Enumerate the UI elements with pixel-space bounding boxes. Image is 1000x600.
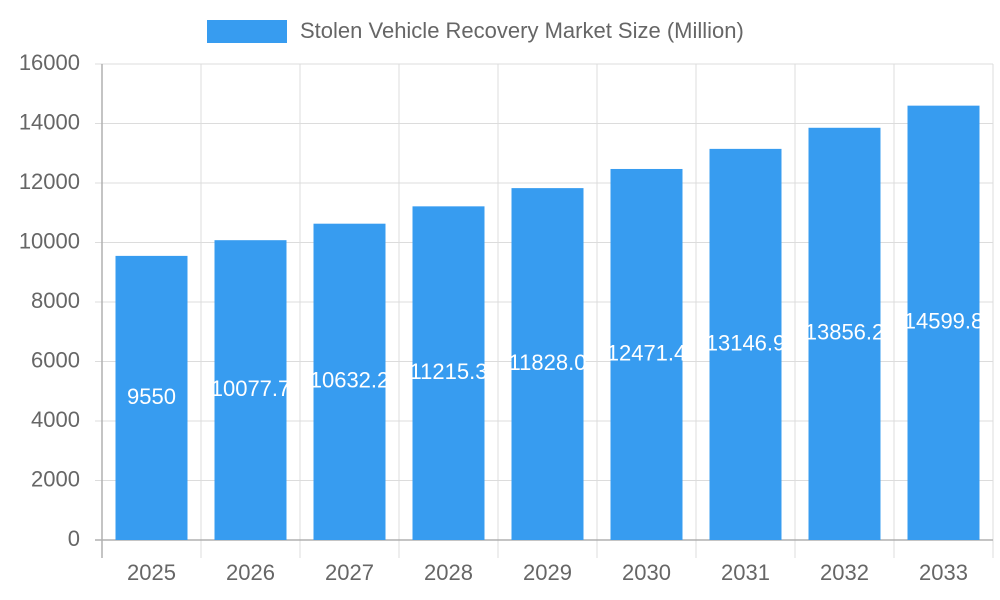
bar <box>610 168 683 541</box>
y-tick-label: 4000 <box>31 407 80 432</box>
bar <box>214 240 287 541</box>
y-tick-label: 2000 <box>31 466 80 491</box>
data-label: 13856.2 <box>805 320 885 345</box>
y-tick-label: 12000 <box>19 169 80 194</box>
bar <box>511 188 584 540</box>
x-tick-label: 2025 <box>127 560 176 585</box>
x-tick-label: 2027 <box>325 560 374 585</box>
x-tick-label: 2033 <box>919 560 968 585</box>
y-tick-label: 10000 <box>19 228 80 253</box>
data-label: 10077.7 <box>211 376 291 401</box>
x-tick-label: 2030 <box>622 560 671 585</box>
x-tick-label: 2032 <box>820 560 869 585</box>
data-label: 11828.0 <box>509 350 587 375</box>
data-label: 9550 <box>127 384 176 409</box>
bar <box>313 223 386 540</box>
y-tick-label: 0 <box>68 526 80 551</box>
x-tick-label: 2028 <box>424 560 473 585</box>
bar <box>709 148 782 540</box>
y-tick-label: 16000 <box>19 50 80 75</box>
y-tick-label: 8000 <box>31 288 80 313</box>
bar <box>115 255 188 540</box>
y-tick-label: 14000 <box>19 109 80 134</box>
bar <box>808 127 881 541</box>
bar <box>907 105 980 541</box>
data-label: 14599.8 <box>904 309 984 334</box>
x-tick-label: 2029 <box>523 560 572 585</box>
legend-swatch[interactable] <box>207 20 287 43</box>
y-tick-label: 6000 <box>31 347 80 372</box>
x-tick-label: 2031 <box>721 560 770 585</box>
x-tick-label: 2026 <box>226 560 275 585</box>
data-label: 11215.3 <box>410 359 488 384</box>
data-label: 13146.9 <box>706 330 786 355</box>
legend-label[interactable]: Stolen Vehicle Recovery Market Size (Mil… <box>300 18 744 43</box>
data-label: 10632.2 <box>310 368 390 393</box>
bar <box>412 206 485 540</box>
data-label: 12471.4 <box>607 340 687 365</box>
